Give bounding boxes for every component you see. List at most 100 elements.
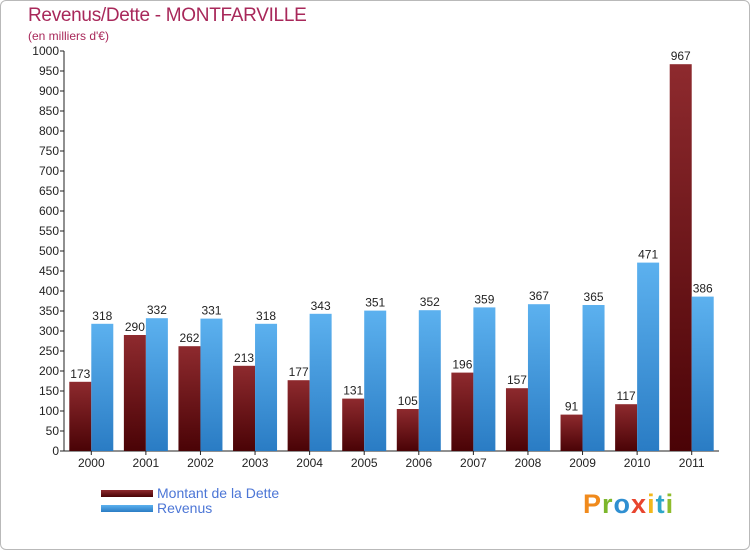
logo-letter: i [665,489,675,519]
bar-debt-2009 [560,414,583,451]
x-tick-label: 2007 [460,456,487,470]
legend-label-debt: Montant de la Dette [157,485,280,501]
label-debt-2006: 105 [398,394,418,408]
bar-debt-2010 [615,404,638,451]
logo-letter: P [583,489,603,519]
y-tick-label: 800 [39,124,59,138]
bar-debt-2005 [342,398,365,451]
x-axis: 2000 2001 2002 2003 2004 2005 2006 2007 2008 2009… [64,450,719,470]
x-tick-label: 2004 [296,456,323,470]
chart-subtitle: (en milliers d'€) [28,29,109,43]
label-revenue-2007: 359 [474,292,494,306]
y-tick-label: 150 [39,384,59,398]
y-tick-label: 1000 [32,44,59,58]
legend-swatch-revenue [101,505,153,512]
logo-letter: r [602,489,614,519]
label-revenue-2008: 367 [529,289,549,303]
y-tick-label: 550 [39,224,59,238]
label-debt-2007: 196 [452,358,472,372]
y-tick-label: 0 [52,444,59,458]
y-tick-label: 450 [39,264,59,278]
y-tick-label: 50 [46,424,60,438]
bars [69,64,714,451]
y-tick-label: 200 [39,364,59,378]
label-revenue-2001: 332 [147,303,167,317]
bar-revenue-2005 [364,310,387,451]
label-revenue-2003: 318 [256,309,276,323]
y-tick-label: 850 [39,104,59,118]
logo-letter: i [647,489,656,519]
label-debt-2001: 290 [125,320,145,334]
logo-letter: x [631,489,648,519]
label-revenue-2000: 318 [92,309,112,323]
bar-revenue-2000 [91,323,114,451]
label-revenue-2011: 386 [693,282,713,296]
bar-revenue-2001 [145,318,168,451]
x-tick-label: 2006 [405,456,432,470]
y-tick-label: 700 [39,164,59,178]
bar-debt-2007 [451,372,474,451]
y-tick-label: 950 [39,64,59,78]
label-revenue-2006: 352 [420,295,440,309]
bar-revenue-2007 [473,307,496,451]
x-tick-label: 2001 [133,456,160,470]
label-debt-2000: 173 [70,367,90,381]
bar-revenue-2011 [691,296,714,451]
x-tick-label: 2011 [679,456,705,470]
y-axis: 0 50 100 150 200 250 300 350 400 450 500 550 600 650 7… [32,44,65,458]
y-tick-label: 900 [39,84,59,98]
x-tick-label: 2009 [569,456,596,470]
bar-debt-2004 [287,380,310,451]
label-revenue-2010: 471 [638,248,658,262]
label-debt-2003: 213 [234,351,254,365]
legend-swatch-debt [101,490,153,497]
logo-letter: t [655,489,666,519]
y-tick-label: 600 [39,204,59,218]
label-debt-2009: 91 [565,400,579,414]
label-revenue-2009: 365 [584,290,604,304]
bar-debt-2001 [123,335,146,451]
bar-debt-2006 [396,409,419,451]
y-tick-label: 100 [39,404,59,418]
x-tick-label: 2005 [351,456,378,470]
bar-revenue-2004 [309,313,332,451]
label-debt-2011: 967 [671,49,691,63]
x-tick-label: 2008 [515,456,542,470]
bar-revenue-2008 [527,304,550,451]
bar-debt-2008 [505,388,528,451]
bar-revenue-2010 [637,262,660,451]
bar-debt-2002 [178,346,201,451]
legend-label-revenue: Revenus [157,500,213,516]
x-tick-label: 2000 [78,456,105,470]
y-tick-label: 350 [39,304,59,318]
x-tick-label: 2002 [187,456,214,470]
bar-revenue-2009 [582,305,605,451]
y-tick-label: 750 [39,144,59,158]
x-tick-label: 2010 [624,456,651,470]
label-debt-2004: 177 [289,365,309,379]
y-tick-label: 400 [39,284,59,298]
x-tick-label: 2003 [242,456,269,470]
label-debt-2008: 157 [507,373,527,387]
bar-debt-2003 [233,365,256,451]
label-debt-2002: 262 [179,331,199,345]
chart-title: Revenus/Dette - MONTFARVILLE [28,5,307,26]
bar-debt-2011 [669,64,692,451]
bar-revenue-2002 [200,318,223,451]
logo-letter: o [613,489,632,519]
y-tick-label: 650 [39,184,59,198]
y-tick-label: 300 [39,324,59,338]
y-tick-label: 500 [39,244,59,258]
label-debt-2005: 131 [343,384,363,398]
bar-debt-2000 [69,381,92,451]
bar-revenue-2003 [255,323,278,451]
label-debt-2010: 117 [617,389,636,403]
bar-revenue-2006 [418,310,441,451]
label-revenue-2002: 331 [201,304,221,318]
proxiti-logo: Proxiti [583,489,674,520]
label-revenue-2005: 351 [365,296,385,310]
y-tick-label: 250 [39,344,59,358]
